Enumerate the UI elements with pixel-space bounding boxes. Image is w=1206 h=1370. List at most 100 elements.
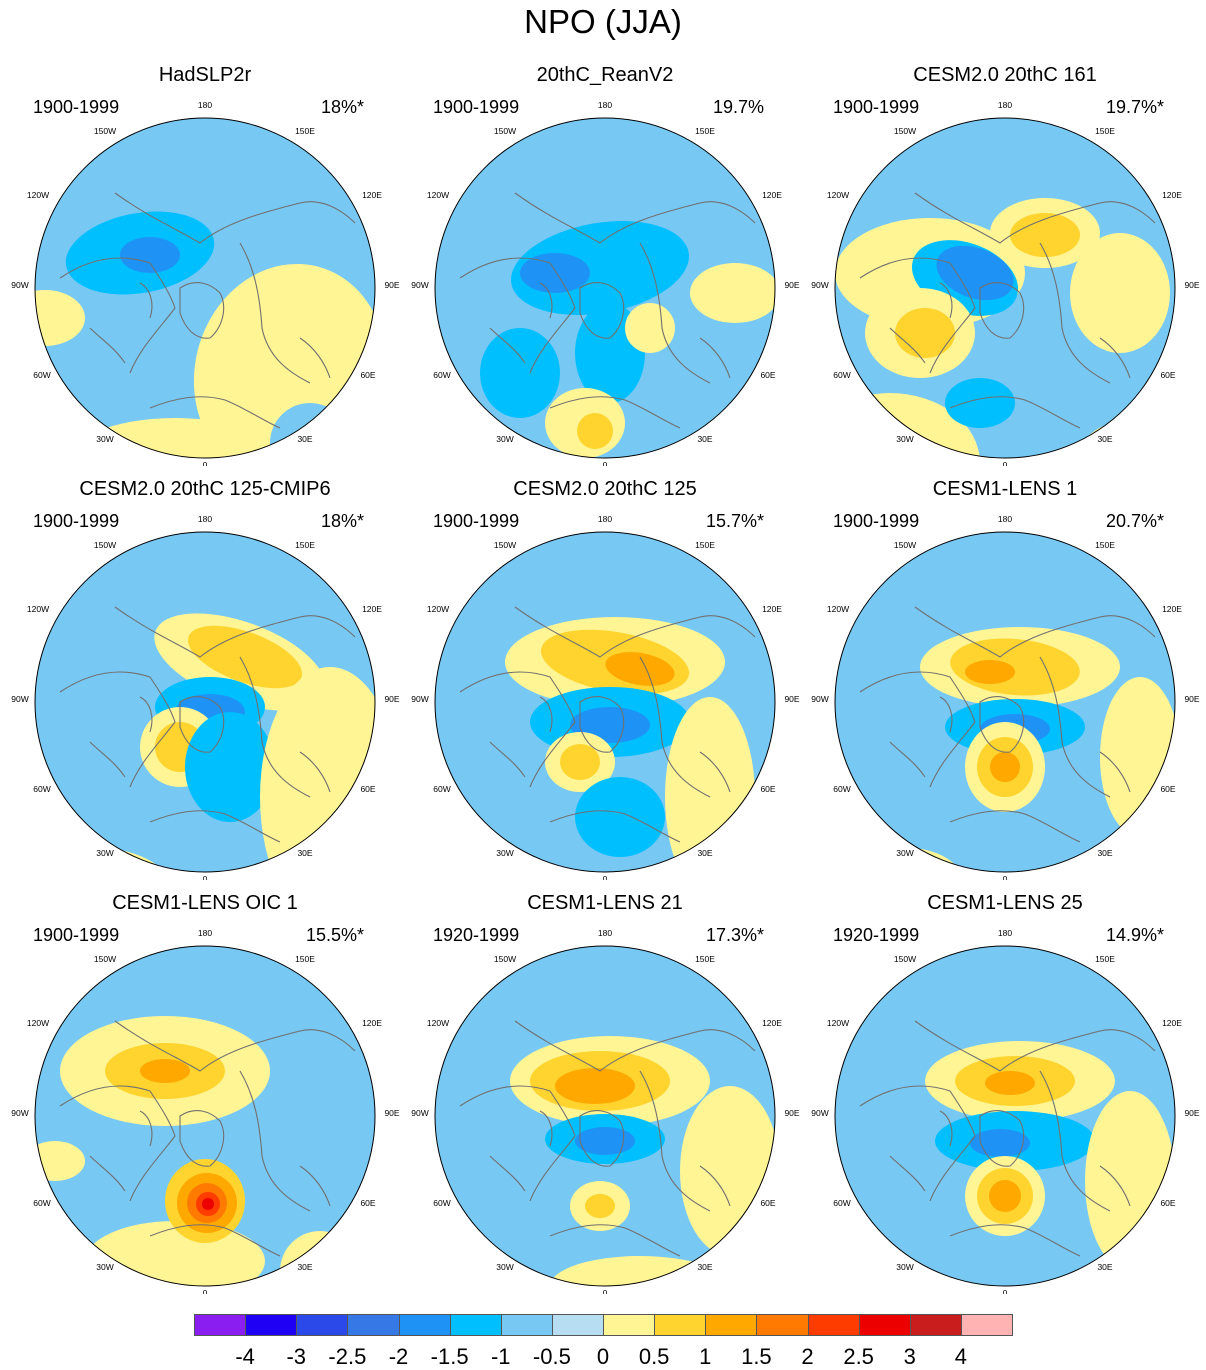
longitude-label: 30W: [96, 434, 113, 444]
map-panel: CESM2.0 20thC 125 1900-1999 15.7%* 180 150E 1…: [400, 478, 800, 880]
coastline: [489, 741, 526, 778]
map-panel: CESM1-LENS OIC 1 1900-1999 15.5%* 180 150E 12…: [0, 892, 400, 1294]
coastline: [699, 751, 731, 793]
panel-years: 1900-1999: [33, 97, 120, 117]
anomaly-contour: [120, 237, 180, 273]
longitude-label: 30W: [96, 1262, 113, 1272]
coastline: [59, 257, 176, 374]
panel-variance: 19.7%: [712, 97, 764, 117]
coastline: [459, 671, 576, 788]
anomaly-contour: [1070, 233, 1170, 353]
colorbar-swatch: [296, 1314, 349, 1336]
anomaly-contour: [1010, 213, 1080, 257]
colorbar-swatch: [603, 1314, 656, 1336]
polar-map: 180 150E 120E 90E 60E 30E 0 30W 60W 90W 120W 150W: [411, 514, 800, 880]
longitude-label: 150E: [695, 954, 715, 964]
map-panel: CESM1-LENS 1 1900-1999 20.7%* 180 150E 120E 90…: [800, 478, 1200, 880]
coastline: [239, 656, 311, 798]
anomaly-contour: [985, 1071, 1035, 1095]
polar-map: 180 150E 120E 90E 60E 30E 0 30W 60W 90W 120W 150W: [11, 928, 400, 1294]
longitude-label: 150W: [894, 954, 916, 964]
coastline: [639, 656, 711, 798]
map-boundary: [434, 117, 776, 459]
coastline: [889, 1155, 926, 1192]
anomaly-contour: [35, 290, 85, 346]
colorbar-swatch: [500, 1314, 553, 1336]
longitude-label: 120W: [427, 190, 449, 200]
longitude-label: 150W: [94, 126, 116, 136]
longitude-label: 120E: [762, 1018, 782, 1028]
longitude-label: 150E: [1095, 540, 1115, 550]
longitude-label: 150E: [295, 126, 315, 136]
coastline: [979, 282, 1025, 339]
longitude-label: 30W: [496, 1262, 513, 1272]
map-panel: HadSLP2r 1900-1999 18%* 180 150E 120E 90E 60E 30…: [0, 64, 400, 466]
coastline: [89, 327, 126, 364]
anomaly-contour: [936, 245, 1014, 301]
coastline: [1039, 1070, 1111, 1212]
anomaly-contour: [520, 253, 590, 293]
longitude-label: 150W: [894, 126, 916, 136]
coastline: [139, 282, 153, 319]
longitude-label: 120E: [762, 604, 782, 614]
panel-years: 1920-1999: [433, 925, 520, 945]
polar-map: 180 150E 120E 90E 60E 30E 0 30W 60W 90W 120W 150W: [411, 100, 800, 466]
coastline: [639, 242, 711, 384]
longitude-label: 180: [598, 100, 612, 110]
anomaly-contour: [35, 1261, 110, 1286]
longitude-label: 60W: [833, 784, 850, 794]
panel-title: CESM2.0 20thC 125-CMIP6: [79, 478, 331, 500]
longitude-label: 0: [1003, 874, 1008, 880]
map-panel: 20thC_ReanV2 1900-1999 19.7% 180 150E 120E 90E…: [400, 64, 800, 466]
coastline: [939, 696, 953, 733]
colorbar-label: -2.5: [328, 1344, 367, 1369]
panel-years: 1900-1999: [33, 511, 120, 531]
anomaly-contour: [1100, 677, 1175, 837]
longitude-label: 60W: [833, 370, 850, 380]
longitude-label: 120W: [27, 1018, 49, 1028]
colorbar: -4 -3 -2.5 -2 -1.5 -1 -0.5 0 0.5 1 1.5 2 2.5 3 4: [194, 1314, 1013, 1370]
colorbar-swatch: [194, 1314, 247, 1336]
anomaly-contour: [990, 752, 1020, 782]
coastline: [59, 671, 176, 788]
anomaly-contour: [575, 777, 665, 857]
polar-map: 180 150E 120E 90E 60E 30E 0 30W 60W 90W 120W 150W: [811, 514, 1200, 880]
colorbar-label: -3: [286, 1344, 307, 1369]
longitude-label: 120E: [362, 604, 382, 614]
longitude-label: 0: [1003, 1288, 1008, 1294]
longitude-label: 120W: [827, 190, 849, 200]
longitude-label: 0: [1003, 460, 1008, 466]
coastline: [539, 282, 553, 319]
coastline: [149, 810, 281, 843]
coastline: [179, 1110, 225, 1167]
panel-variance: 18%*: [320, 97, 364, 117]
longitude-label: 60E: [760, 784, 775, 794]
longitude-label: 60W: [433, 370, 450, 380]
colorbar-swatch: [960, 1314, 1013, 1336]
longitude-label: 120E: [1162, 190, 1182, 200]
longitude-label: 150E: [1095, 126, 1115, 136]
panel-title: CESM1-LENS 25: [927, 892, 1083, 914]
panel-title: CESM2.0 20thC 125: [513, 478, 697, 500]
longitude-label: 0: [203, 1288, 208, 1294]
colorbar-label: 2.5: [843, 1344, 874, 1369]
anomaly-contour: [560, 744, 600, 780]
colorbar-swatch: [654, 1314, 707, 1336]
longitude-label: 30E: [1097, 1262, 1112, 1272]
coastline: [239, 242, 311, 384]
longitude-label: 60E: [360, 370, 375, 380]
coastline: [114, 606, 356, 658]
longitude-label: 150E: [695, 126, 715, 136]
longitude-label: 60W: [433, 1198, 450, 1208]
coastline: [914, 1020, 1156, 1072]
panel-years: 1900-1999: [33, 925, 120, 945]
map-boundary: [34, 117, 376, 459]
coastline: [549, 1224, 681, 1257]
longitude-label: 60W: [833, 1198, 850, 1208]
longitude-label: 60E: [1160, 784, 1175, 794]
polar-map: 180 150E 120E 90E 60E 30E 0 30W 60W 90W 120W 150W: [11, 514, 400, 880]
coastline: [699, 337, 731, 379]
coastline: [859, 671, 976, 788]
colorbar-label: 1.5: [741, 1344, 772, 1369]
longitude-label: 150E: [1095, 954, 1115, 964]
